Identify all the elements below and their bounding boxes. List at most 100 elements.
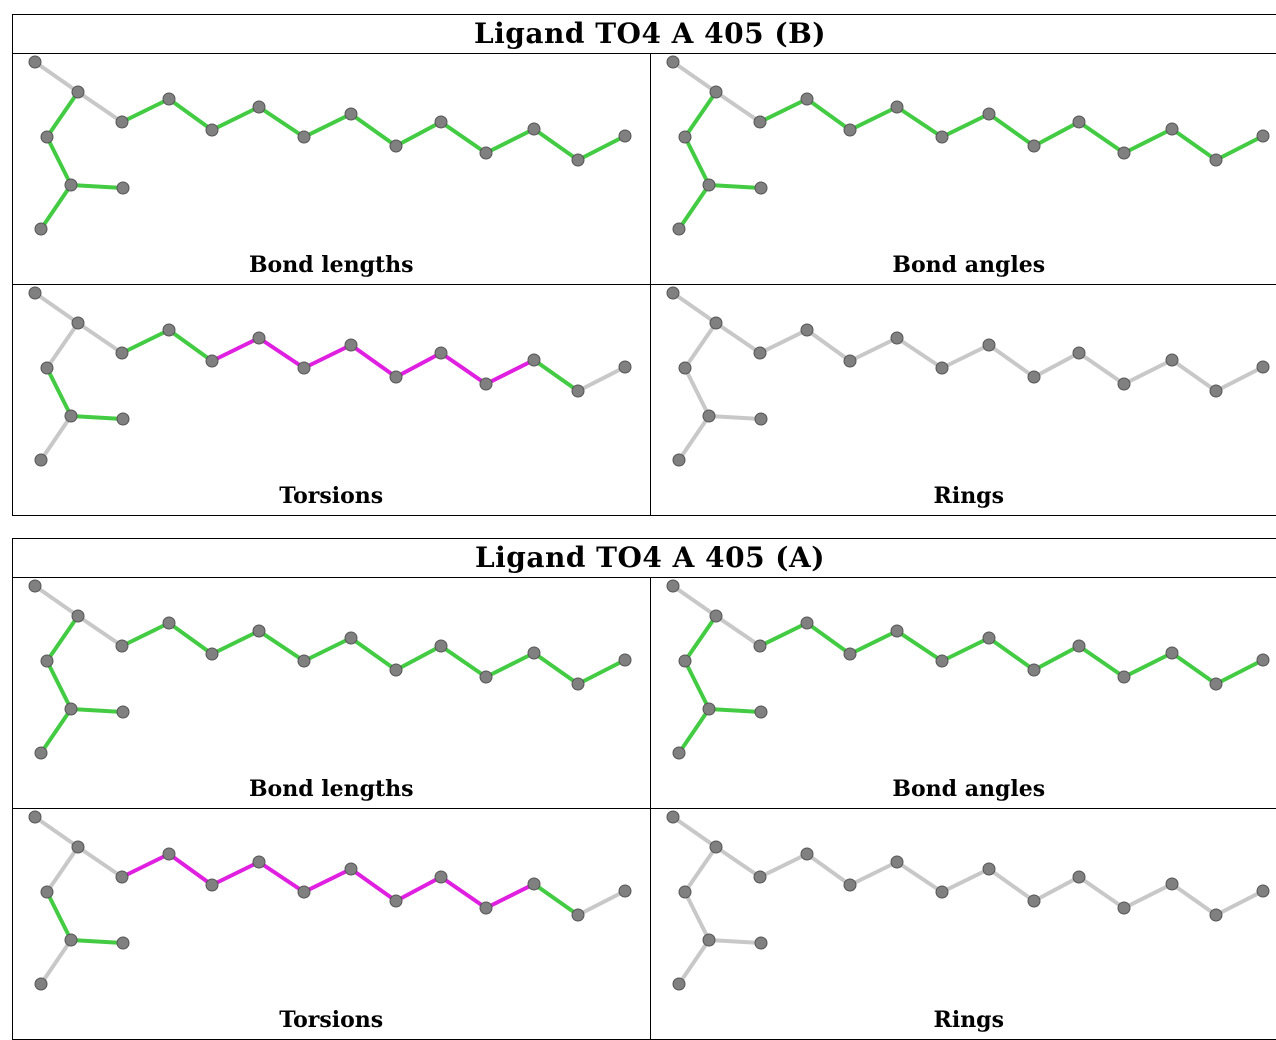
bond bbox=[673, 293, 716, 323]
bond bbox=[685, 323, 716, 368]
atom bbox=[710, 841, 722, 853]
bond bbox=[304, 345, 351, 368]
bond bbox=[78, 323, 122, 353]
atom bbox=[35, 454, 47, 466]
bond bbox=[534, 653, 578, 684]
atom bbox=[619, 885, 631, 897]
atom bbox=[844, 648, 856, 660]
atom bbox=[679, 655, 691, 667]
atom bbox=[65, 934, 77, 946]
bond bbox=[78, 847, 122, 877]
atom bbox=[480, 671, 492, 683]
bond bbox=[685, 92, 716, 137]
atom bbox=[710, 86, 722, 98]
atom bbox=[390, 371, 402, 383]
atom bbox=[41, 131, 53, 143]
atom bbox=[41, 886, 53, 898]
atom bbox=[679, 362, 691, 374]
atom bbox=[673, 978, 685, 990]
bond bbox=[760, 623, 807, 646]
atom bbox=[1118, 147, 1130, 159]
bond bbox=[534, 129, 578, 160]
ligand-title: Ligand TO4 A 405 (A) bbox=[13, 539, 1276, 578]
bond bbox=[259, 631, 304, 661]
bond bbox=[259, 862, 304, 892]
bond bbox=[1216, 891, 1263, 915]
bond bbox=[578, 891, 625, 915]
atom bbox=[72, 610, 84, 622]
bond bbox=[534, 360, 578, 391]
bond bbox=[1034, 646, 1079, 670]
atom bbox=[572, 385, 584, 397]
panel-caption: Bond lengths bbox=[13, 776, 650, 802]
bond bbox=[441, 877, 486, 908]
bond bbox=[47, 892, 71, 940]
bond bbox=[850, 338, 897, 361]
bond bbox=[41, 416, 71, 460]
panel-caption: Rings bbox=[651, 483, 1276, 509]
atom bbox=[65, 703, 77, 715]
bond bbox=[1034, 122, 1079, 146]
atom bbox=[983, 339, 995, 351]
bond bbox=[685, 661, 709, 709]
atom bbox=[572, 909, 584, 921]
bond bbox=[1216, 367, 1263, 391]
bond bbox=[989, 869, 1034, 901]
bond bbox=[212, 107, 259, 130]
bond bbox=[41, 940, 71, 984]
atom bbox=[1073, 347, 1085, 359]
atom bbox=[528, 647, 540, 659]
bond bbox=[679, 185, 709, 229]
bond bbox=[1124, 129, 1172, 153]
panel-rings: Rings bbox=[650, 809, 1276, 1040]
panel-caption: Rings bbox=[651, 1007, 1276, 1033]
bond bbox=[1172, 360, 1216, 391]
atom bbox=[667, 287, 679, 299]
atom bbox=[435, 871, 447, 883]
atom bbox=[801, 617, 813, 629]
bond bbox=[760, 854, 807, 877]
atom bbox=[983, 863, 995, 875]
bond bbox=[673, 586, 716, 616]
bond bbox=[679, 416, 709, 460]
bond bbox=[989, 638, 1034, 670]
molecule-diagram bbox=[13, 54, 649, 284]
atom bbox=[936, 886, 948, 898]
panel-caption: Torsions bbox=[13, 1007, 650, 1033]
bond bbox=[486, 653, 534, 677]
bond bbox=[1034, 877, 1079, 901]
bond bbox=[709, 416, 761, 419]
bond bbox=[41, 709, 71, 753]
panel-bond-angles: Bond angles bbox=[650, 54, 1276, 285]
bond bbox=[47, 137, 71, 185]
atom bbox=[72, 841, 84, 853]
panel-torsions: Torsions bbox=[13, 809, 651, 1040]
bond bbox=[850, 631, 897, 654]
bond bbox=[897, 338, 942, 368]
bond bbox=[122, 854, 169, 877]
bond bbox=[47, 368, 71, 416]
atom bbox=[345, 339, 357, 351]
atom bbox=[703, 410, 715, 422]
atom bbox=[390, 140, 402, 152]
atom bbox=[754, 871, 766, 883]
bond bbox=[942, 345, 989, 368]
panel-caption: Bond lengths bbox=[13, 252, 650, 278]
bond bbox=[1216, 136, 1263, 160]
atom bbox=[844, 879, 856, 891]
bond bbox=[304, 114, 351, 137]
bond bbox=[304, 869, 351, 892]
atom bbox=[65, 410, 77, 422]
bond bbox=[709, 940, 761, 943]
panel-bond-angles: Bond angles bbox=[650, 578, 1276, 809]
bond bbox=[71, 709, 123, 712]
bond bbox=[989, 114, 1034, 146]
bond bbox=[169, 623, 212, 654]
atom bbox=[528, 354, 540, 366]
bond bbox=[1079, 122, 1124, 153]
atom bbox=[117, 413, 129, 425]
bond bbox=[685, 847, 716, 892]
atom bbox=[298, 655, 310, 667]
atom bbox=[41, 362, 53, 374]
atom bbox=[345, 632, 357, 644]
